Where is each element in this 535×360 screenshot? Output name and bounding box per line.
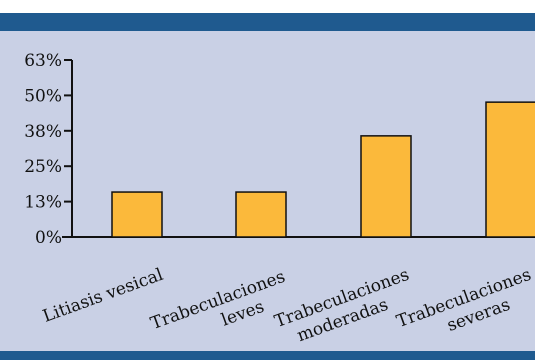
bar [360,135,412,238]
bar [235,191,287,238]
category-label: Litiasis vesical [40,265,166,327]
category-label-line: Litiasis vesical [40,265,166,327]
y-tick-label: 25% [24,157,62,177]
header-bar [0,13,535,31]
footer-bar [0,351,535,360]
y-tick-label: 63% [24,51,62,71]
y-tick-label: 38% [24,122,62,142]
bar [485,101,535,238]
y-tick-label: 13% [24,193,62,213]
y-tick-label: 0% [35,228,62,248]
category-label-line: Trabeculaciones [148,267,288,334]
bar [111,191,163,238]
y-tick-label: 50% [24,86,62,106]
